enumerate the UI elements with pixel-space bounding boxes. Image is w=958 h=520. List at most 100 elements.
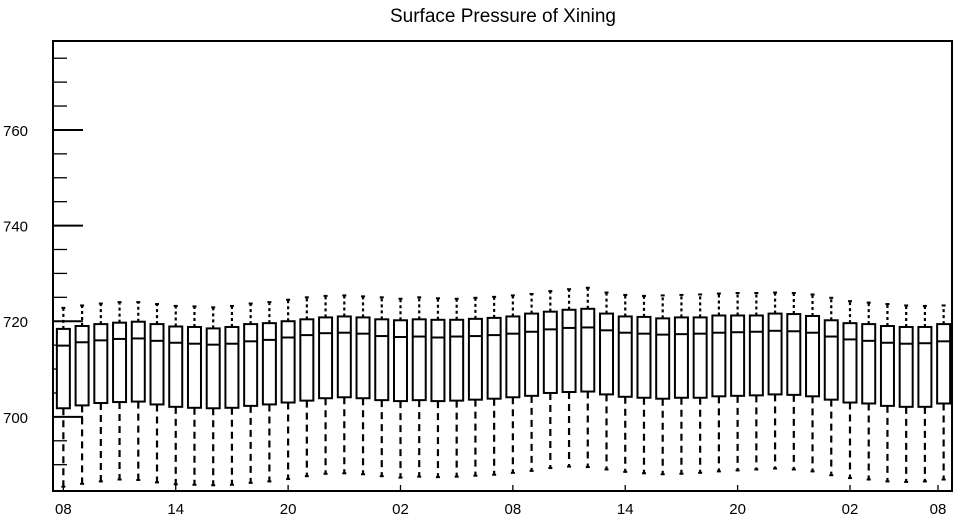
box-item — [842, 300, 858, 480]
box-item — [93, 302, 109, 483]
y-tick-label: 700 — [3, 410, 28, 427]
box-body — [112, 321, 128, 404]
y-tick-label: 720 — [3, 314, 28, 331]
box-body — [486, 316, 502, 400]
box-series — [55, 286, 952, 488]
box-item — [524, 292, 540, 472]
box-body — [186, 325, 202, 409]
box-item — [74, 304, 90, 485]
x-tick-label: 02 — [392, 501, 409, 518]
box-body — [636, 315, 652, 399]
box-body — [748, 314, 764, 397]
box-body — [673, 316, 689, 399]
x-tick-label: 20 — [729, 501, 746, 518]
box-body — [374, 318, 390, 402]
box-body — [823, 319, 839, 401]
box-item — [374, 296, 390, 478]
box-body — [655, 317, 671, 400]
box-body — [861, 323, 877, 405]
box-item — [823, 296, 839, 477]
box-item — [767, 291, 783, 470]
box-item — [561, 288, 577, 468]
box-item — [318, 294, 334, 475]
box-item — [786, 292, 802, 471]
box-body — [505, 315, 521, 399]
box-item — [805, 293, 821, 473]
box-item — [261, 301, 277, 483]
box-body — [130, 320, 146, 403]
box-body — [524, 312, 540, 397]
box-item — [186, 305, 202, 486]
box-item — [861, 301, 877, 481]
box-body — [411, 318, 427, 402]
box-body — [711, 314, 727, 398]
box-body — [168, 325, 184, 408]
box-item — [673, 293, 689, 475]
box-item — [280, 298, 296, 481]
box-body — [599, 312, 615, 396]
box-item — [112, 301, 128, 481]
box-item — [205, 306, 221, 487]
box-body — [879, 325, 895, 407]
x-tick-label: 08 — [930, 501, 947, 518]
box-body — [74, 325, 90, 407]
box-body — [299, 318, 315, 402]
box-item — [355, 295, 371, 476]
box-body — [430, 318, 446, 403]
box-item — [505, 294, 521, 474]
box-item — [299, 296, 315, 478]
chart-title: Surface Pressure of Xining — [390, 6, 616, 27]
box-body — [355, 316, 371, 400]
x-tick-label: 08 — [55, 501, 72, 518]
box-body — [842, 322, 858, 404]
box-item — [430, 297, 446, 479]
x-axis: 08 14 20 02 08 14 20 02 08 — [55, 485, 946, 518]
box-body — [467, 317, 483, 401]
box-body — [898, 325, 914, 408]
x-tick-label: 14 — [167, 501, 184, 518]
box-body — [786, 313, 802, 396]
box-item — [636, 294, 652, 475]
box-item — [243, 302, 259, 484]
box-item — [692, 293, 708, 474]
box-item — [392, 297, 408, 479]
box-body — [542, 310, 558, 394]
box-item — [898, 304, 914, 483]
box-body — [449, 318, 465, 402]
box-item — [336, 294, 352, 475]
box-body — [392, 319, 408, 403]
box-item — [486, 295, 502, 476]
box-body — [336, 315, 352, 399]
box-item — [149, 303, 165, 484]
y-axis: 700 720 740 760 — [3, 57, 83, 466]
box-body — [917, 325, 933, 408]
box-body — [205, 327, 221, 410]
y-tick-label: 760 — [3, 123, 28, 140]
box-item — [55, 306, 71, 488]
box-body — [617, 315, 633, 398]
box-body — [805, 314, 821, 398]
box-item — [711, 292, 727, 473]
box-item — [580, 286, 596, 469]
box-body — [261, 322, 277, 406]
plot-frame — [52, 40, 953, 492]
box-item — [730, 292, 746, 472]
box-body — [730, 314, 746, 397]
x-tick-label: 20 — [280, 501, 297, 518]
box-item — [224, 304, 240, 486]
box-body — [224, 325, 240, 409]
box-body — [936, 323, 952, 405]
box-item — [748, 292, 764, 471]
box-body — [580, 307, 596, 393]
box-item — [168, 304, 184, 486]
box-item — [542, 290, 558, 470]
x-tick-label: 02 — [842, 501, 859, 518]
box-item — [467, 296, 483, 477]
box-body — [55, 327, 71, 410]
box-body — [243, 323, 259, 407]
box-body — [561, 308, 577, 394]
box-item — [936, 304, 952, 481]
box-item — [879, 303, 895, 483]
box-item — [599, 291, 615, 471]
